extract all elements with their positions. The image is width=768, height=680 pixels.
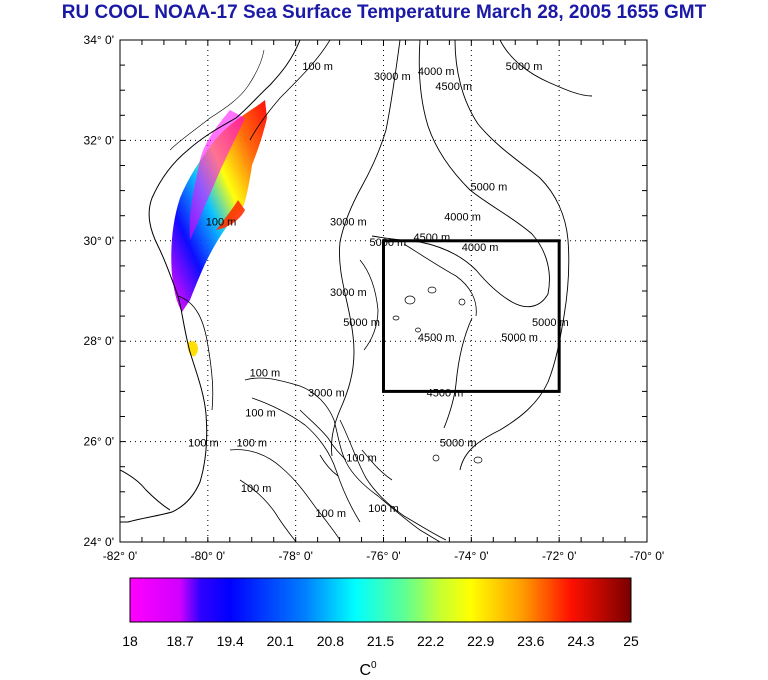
contour-labels: 100 m 3000 m 4000 m 4500 m 5000 m 100 m 3000 m… (188, 61, 569, 520)
coastline-detail (169, 49, 265, 151)
contour-label: 5000 m (501, 332, 538, 344)
shelf-contour-100m-fl (177, 295, 214, 411)
contour-label: 100 m (236, 438, 267, 450)
seamount-contours (392, 286, 483, 464)
contour-label: 100 m (188, 438, 219, 450)
contour-label: 5000 m (440, 438, 477, 450)
colorbar (129, 577, 632, 623)
colorbar-tick-label: 22.9 (467, 633, 494, 649)
contour-label: 4500 m (413, 232, 450, 244)
colorbar-labels: 18 18.7 19.4 20.1 20.8 21.5 22.2 22.9 23.6 24.3 25 (122, 633, 639, 649)
colorbar-tick-label: 25 (623, 633, 639, 649)
colorbar-tick-label: 20.8 (317, 633, 344, 649)
colorbar-tick-label: 23.6 (517, 633, 544, 649)
contour-label: 5000 m (343, 317, 380, 329)
lon-tick-label: -76° 0' (366, 549, 400, 563)
colorbar-unit: C0 (359, 660, 377, 679)
contour-4000m (371, 40, 550, 308)
lat-tick-label: 28° 0' (84, 334, 114, 348)
contour-label: 100 m (245, 408, 276, 420)
contour-3000m (331, 40, 401, 457)
contour-5000m-north (499, 40, 593, 97)
map-title: RU COOL NOAA-17 Sea Surface Temperature … (61, 2, 707, 23)
contour-label: 100 m (346, 453, 377, 465)
shelf-contour-100m-north (249, 40, 331, 141)
contour-label: 100 m (241, 483, 272, 495)
us-coastline (120, 40, 301, 523)
contour-label: 4000 m (462, 242, 499, 254)
lon-tick-label: -78° 0' (278, 549, 312, 563)
sst-swath-warm-patch (216, 200, 245, 230)
colorbar-tick-label: 21.5 (367, 633, 394, 649)
contour-label: 100 m (206, 217, 237, 229)
bahamas-banks (229, 377, 447, 542)
contour-label: 5000 m (532, 317, 569, 329)
contour-label: 5000 m (506, 61, 543, 73)
study-area-box (382, 239, 561, 393)
axis-ticks (119, 39, 648, 543)
contour-label: 4000 m (418, 66, 455, 78)
contour-label: 3000 m (308, 387, 345, 399)
lon-tick-label: -82° 0' (103, 549, 137, 563)
contour-label: 3000 m (330, 287, 367, 299)
sst-swath-cool-edge (189, 110, 245, 240)
contour-label: 5000 m (471, 182, 508, 194)
contour-label: 4500 m (418, 332, 455, 344)
lat-tick-label: 26° 0' (84, 435, 114, 449)
sst-swath (171, 100, 267, 312)
contour-label: 100 m (250, 367, 281, 379)
contour-label: 3000 m (330, 217, 367, 229)
contour-4500m (454, 40, 570, 471)
latitude-labels: 34° 0' 32° 0' 30° 0' 28° 0' 26° 0' 24° 0' (84, 33, 114, 549)
lat-tick-label: 32° 0' (84, 133, 114, 147)
contour-label: 100 m (316, 508, 347, 520)
colorbar-tick-label: 18.7 (166, 633, 193, 649)
contour-label: 4000 m (444, 212, 481, 224)
contour-label: 100 m (302, 61, 333, 73)
colorbar-tick-label: 18 (122, 633, 138, 649)
longitude-labels: -82° 0' -80° 0' -78° 0' -76° 0' -74° 0' -72° … (103, 549, 664, 563)
lon-tick-label: -70° 0' (630, 549, 664, 563)
contour-label: 4500 m (435, 81, 472, 93)
contour-4500m-inner (443, 317, 473, 429)
contour-blake-escarpment (359, 259, 379, 351)
contour-label: 5000 m (370, 237, 407, 249)
contour-5000m-inner (403, 243, 477, 317)
contour-label: 3000 m (374, 71, 411, 83)
lon-tick-label: -80° 0' (191, 549, 225, 563)
contour-label: 100 m (368, 503, 399, 515)
lon-tick-label: -74° 0' (454, 549, 488, 563)
lon-tick-label: -72° 0' (542, 549, 576, 563)
colorbar-tick-label: 22.2 (417, 633, 444, 649)
lat-tick-label: 34° 0' (84, 33, 114, 47)
colorbar-tick-label: 24.3 (567, 633, 594, 649)
contour-label: 4500 m (427, 387, 464, 399)
colorbar-tick-label: 20.1 (267, 633, 294, 649)
lat-tick-label: 24° 0' (84, 535, 114, 549)
colorbar-tick-label: 19.4 (217, 633, 244, 649)
lat-tick-label: 30° 0' (84, 234, 114, 248)
